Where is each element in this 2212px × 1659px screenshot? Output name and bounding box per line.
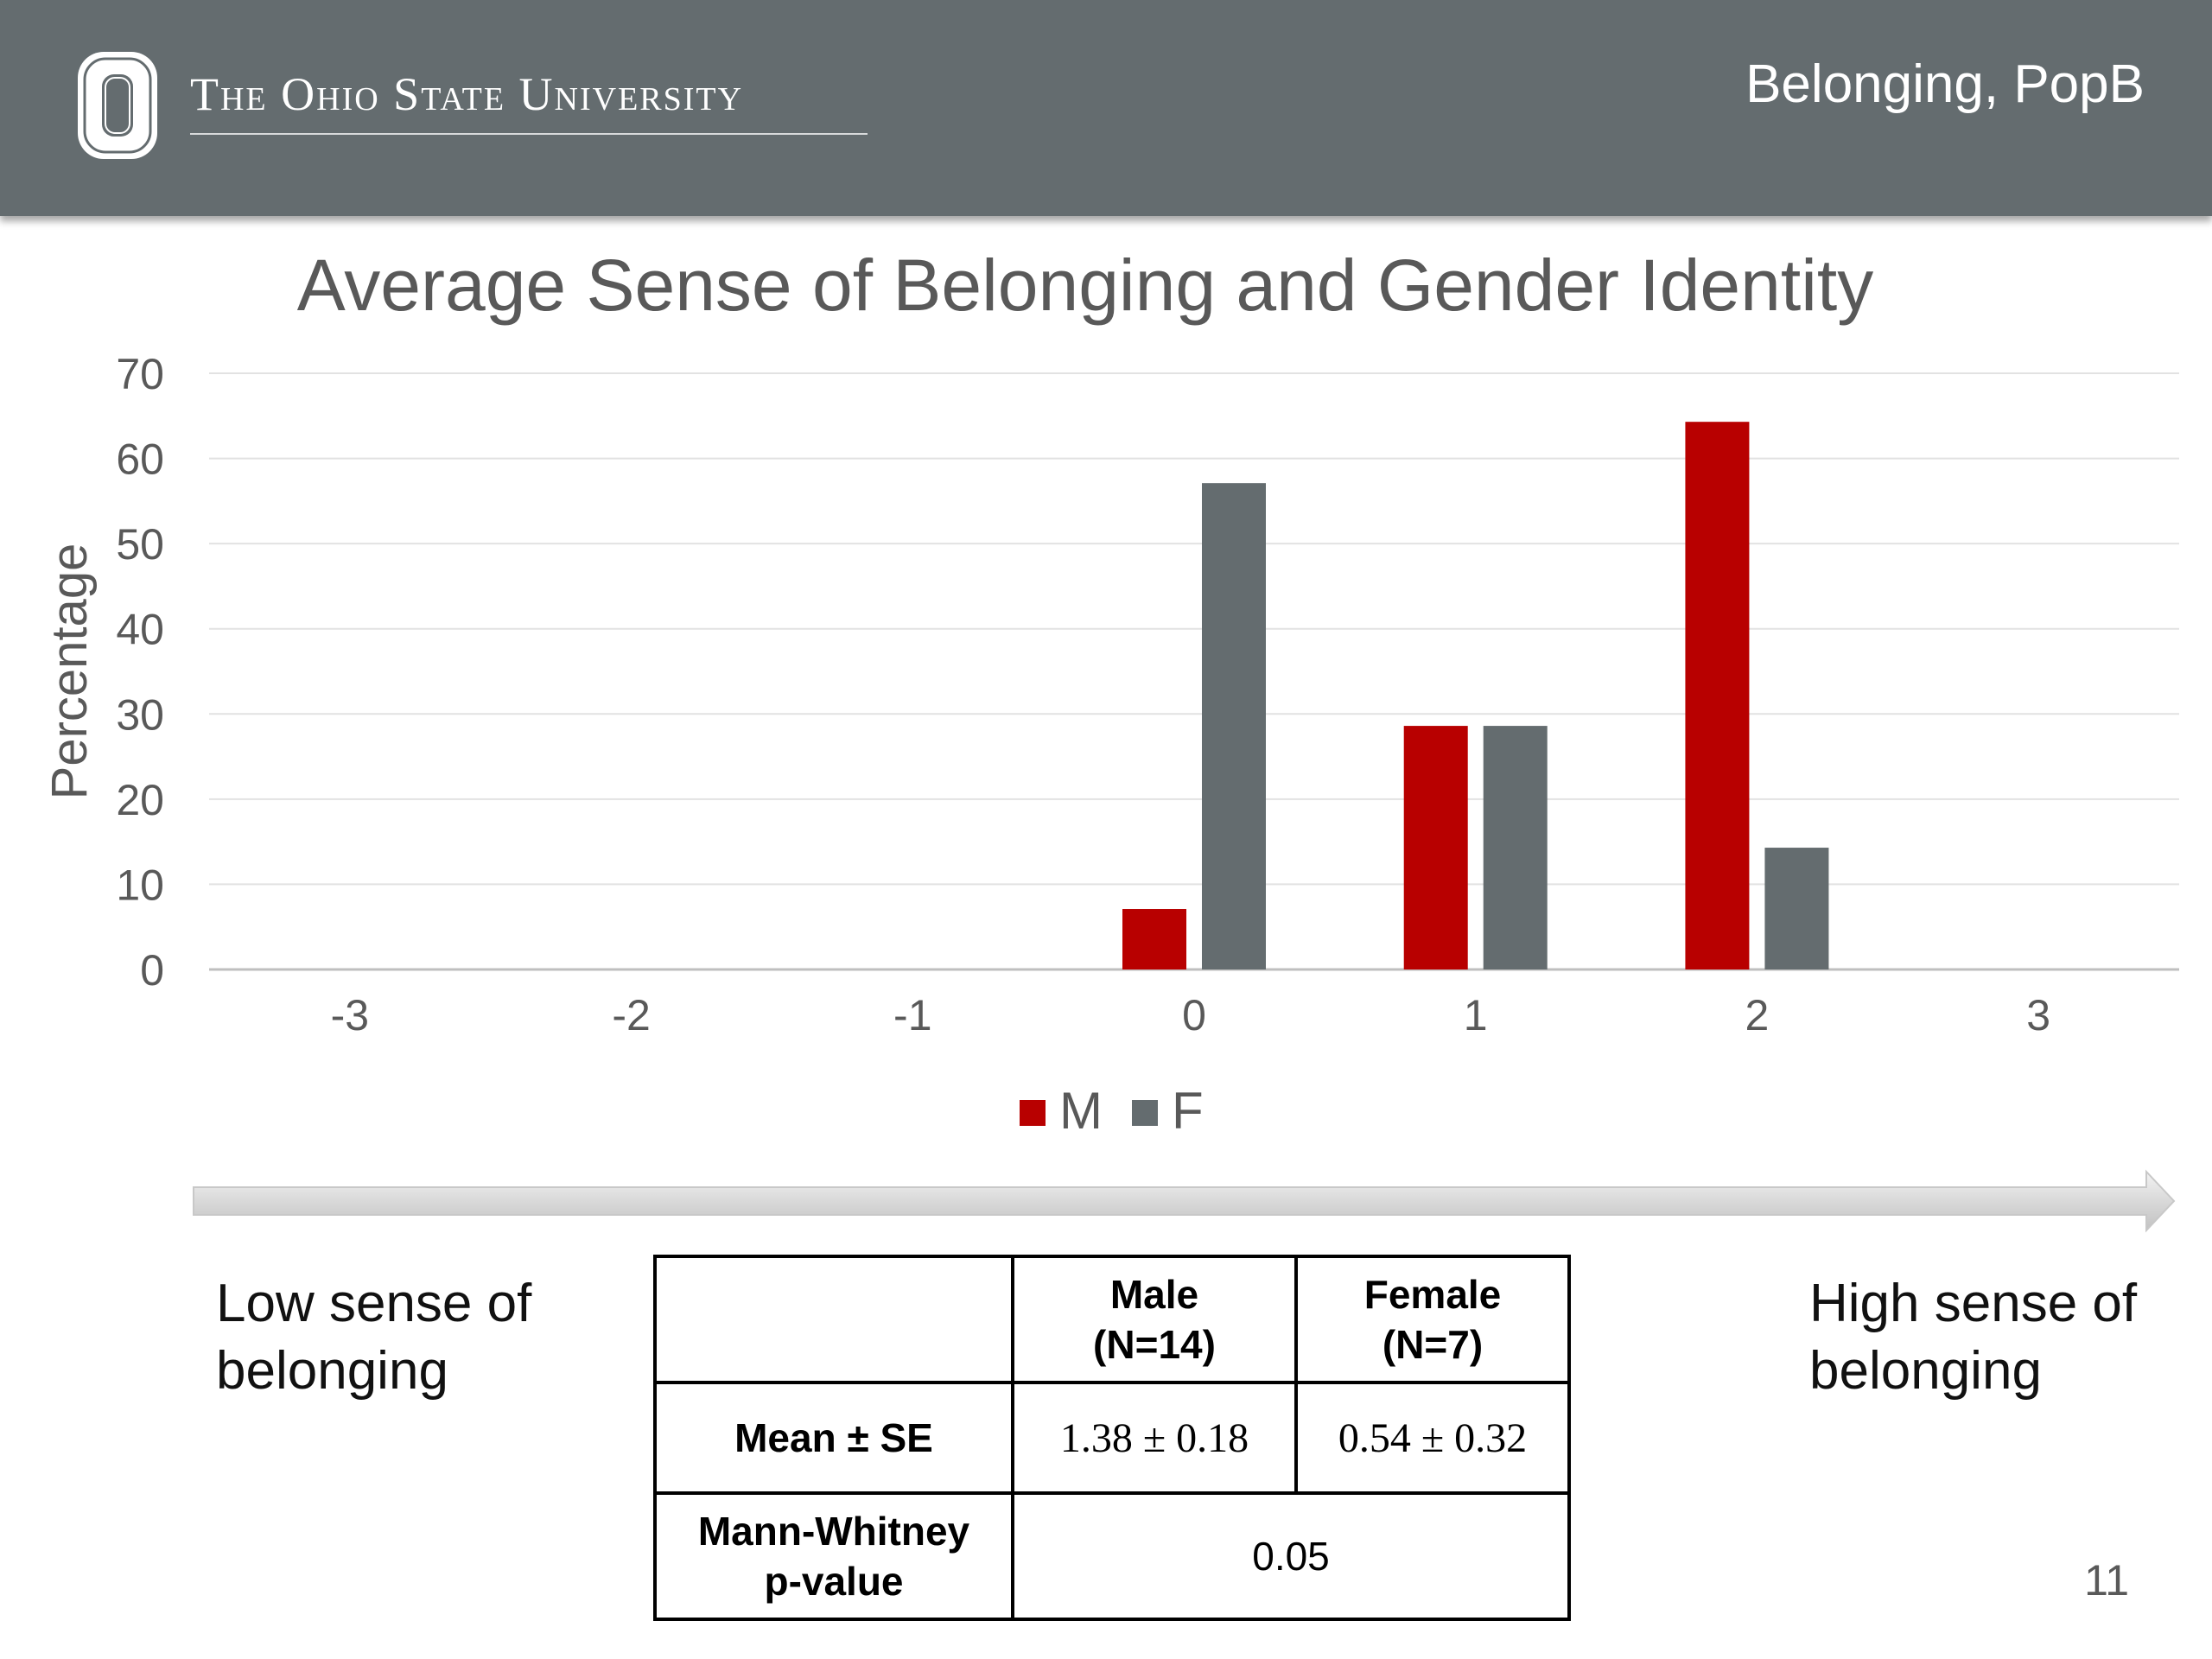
y-tick-label: 50 [116, 520, 164, 569]
bar-m-2 [1685, 422, 1750, 969]
stats-table: Male (N=14) Female (N=7) Mean ± SE 1.38 … [653, 1255, 1571, 1621]
legend-label-f: F [1172, 1082, 1204, 1140]
x-tick-label: 0 [1182, 991, 1206, 1039]
wordmark-underline [190, 133, 868, 135]
x-tick-label: 1 [1464, 991, 1488, 1039]
y-tick-label: 0 [140, 946, 164, 995]
chart-title-wrapper: Average Sense of Belonging and Gender Id… [0, 244, 2212, 327]
bar-f-1 [1483, 726, 1548, 969]
page-number: 11 [2084, 1556, 2129, 1605]
x-tick-label: -1 [893, 991, 931, 1039]
chart-title: Average Sense of Belonging and Gender Id… [296, 245, 1874, 326]
female-header-cell: Female (N=7) [1294, 1255, 1571, 1384]
legend-swatch-m [1020, 1100, 1046, 1126]
y-axis-label: Percentage [41, 543, 98, 800]
x-tick-label: -3 [331, 991, 369, 1039]
male-header-cell: Male (N=14) [1011, 1255, 1298, 1384]
table-row: Mann-Whitney p-value 0.05 [653, 1491, 1571, 1621]
x-tick-label: 3 [2026, 991, 2050, 1039]
high-belonging-label: High sense of belonging [1809, 1274, 2138, 1401]
scale-arrow [193, 1169, 2176, 1233]
male-mean: 1.38 ± 0.18 [1011, 1381, 1298, 1495]
x-tick-label: -2 [612, 991, 650, 1039]
x-tick-label: 2 [1745, 991, 1770, 1039]
male-n: (N=14) [1093, 1322, 1216, 1367]
female-header: Female [1363, 1272, 1502, 1317]
bar-f-2 [1764, 848, 1829, 969]
slide-header: The Ohio State University Belonging, Pop… [0, 0, 2212, 216]
legend-label-m: M [1059, 1082, 1103, 1140]
bar-m-1 [1403, 726, 1468, 969]
bar-chart: 0 10 20 30 40 50 60 70 Percentage -3 -2 -1 0 1 2 3 M F [41, 350, 2179, 1140]
mann-whitney-label-cell: Mann-Whitney p-value [653, 1491, 1014, 1621]
y-tick-label: 20 [116, 776, 164, 824]
university-wordmark: The Ohio State University [190, 68, 744, 120]
p-value-label: p-value [764, 1559, 904, 1604]
low-belonging-label: Low sense of belonging [216, 1274, 532, 1401]
table-corner-cell [653, 1255, 1014, 1384]
female-mean: 0.54 ± 0.32 [1294, 1381, 1571, 1495]
male-header: Male [1109, 1272, 1199, 1317]
bar-f-0 [1202, 483, 1266, 969]
bar-m-0 [1122, 909, 1186, 969]
female-n: (N=7) [1382, 1322, 1484, 1367]
y-tick-label: 30 [116, 690, 164, 739]
y-tick-label: 40 [116, 606, 164, 654]
y-tick-label: 70 [116, 350, 164, 398]
mean-label: Mean ± SE [653, 1381, 1014, 1495]
y-tick-label: 10 [116, 861, 164, 909]
slide-section-title: Belonging, PopB [1745, 54, 2145, 114]
legend-swatch-f [1132, 1100, 1158, 1126]
mann-whitney-label: Mann-Whitney [697, 1509, 970, 1554]
mann-whitney-value: 0.05 [1011, 1491, 1571, 1621]
table-row: Mean ± SE 1.38 ± 0.18 0.54 ± 0.32 [653, 1381, 1571, 1495]
block-o-logo-icon [78, 52, 157, 159]
y-tick-label: 60 [116, 435, 164, 484]
table-row: Male (N=14) Female (N=7) [653, 1255, 1571, 1384]
